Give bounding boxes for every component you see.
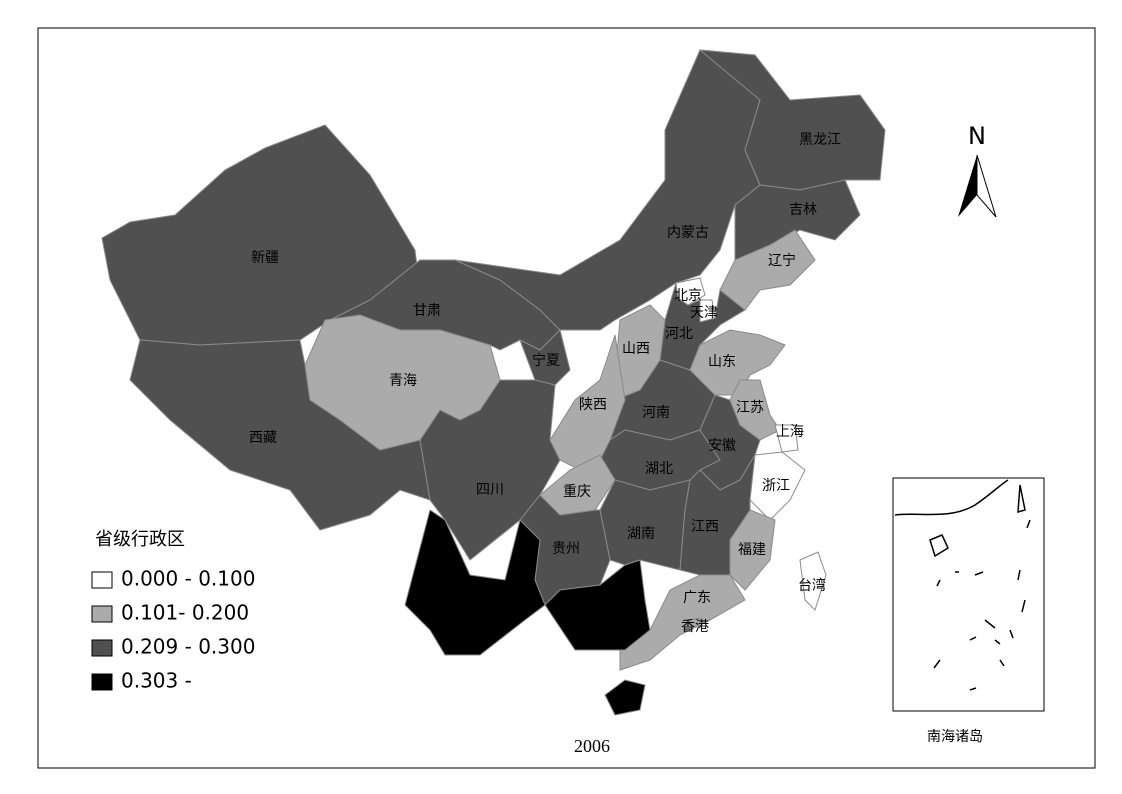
province xyxy=(719,229,816,311)
province xyxy=(699,299,716,323)
province xyxy=(549,334,626,471)
year-label: 2006 xyxy=(574,736,610,756)
province xyxy=(604,679,646,716)
legend-label: 0.303 - xyxy=(121,669,192,693)
province-label: 浙江 xyxy=(762,478,790,494)
arrow-right xyxy=(976,154,997,218)
province-label: 宁夏 xyxy=(532,352,560,369)
province xyxy=(675,277,706,306)
province-label: 天津 xyxy=(690,305,718,321)
province-label: 内蒙古 xyxy=(667,225,709,241)
province-label: 安徽 xyxy=(708,438,736,454)
province-label: 黑龙江 xyxy=(799,132,841,148)
province-label: 重庆 xyxy=(563,484,591,500)
province-label: 江苏 xyxy=(736,400,764,416)
legend-label: 0.101- 0.200 xyxy=(121,601,249,625)
arrow-left xyxy=(958,155,977,217)
province-label: 陕西 xyxy=(579,397,607,413)
province-label: 福建 xyxy=(738,542,766,558)
legend-label: 0.000 - 0.100 xyxy=(121,567,255,591)
province-label: 辽宁 xyxy=(768,252,796,269)
legend-title: 省级行政区 xyxy=(95,529,185,550)
province-label: 湖北 xyxy=(645,461,673,477)
north-arrow: N xyxy=(958,122,997,218)
province xyxy=(619,574,746,671)
province xyxy=(749,451,806,521)
province xyxy=(734,179,861,261)
province-label: 湖南 xyxy=(627,526,655,542)
province xyxy=(304,314,501,451)
inset-label: 南海诸岛 xyxy=(927,729,983,745)
legend: 省级行政区 0.000 - 0.100 0.101- 0.200 0.209 - 0… xyxy=(91,529,255,693)
province-label: 山西 xyxy=(622,341,650,357)
legend-swatch xyxy=(91,673,113,691)
province-label: 吉林 xyxy=(789,202,817,218)
province-label: 青海 xyxy=(389,373,417,389)
province-label: 上海 xyxy=(776,424,804,440)
province xyxy=(689,329,786,396)
province xyxy=(729,379,781,441)
province-label: 河南 xyxy=(642,405,670,421)
inset-islands xyxy=(894,479,1031,691)
province-label: 香港 xyxy=(681,619,709,635)
province-label: 甘肃 xyxy=(413,303,441,319)
province xyxy=(539,454,616,516)
legend-label: 0.209 - 0.300 xyxy=(121,635,255,659)
province xyxy=(698,49,886,191)
inset-frame xyxy=(892,477,1045,712)
province xyxy=(799,551,827,611)
province xyxy=(689,617,703,628)
legend-swatch xyxy=(91,639,113,657)
province xyxy=(544,559,651,651)
legend-swatch xyxy=(91,571,113,589)
province xyxy=(599,479,691,571)
province-label: 四川 xyxy=(476,482,504,498)
inset: 南海诸岛 xyxy=(892,477,1045,745)
frame xyxy=(37,27,1096,769)
province-label: 北京 xyxy=(674,288,702,304)
province-label: 新疆 xyxy=(251,250,279,266)
north-label: N xyxy=(968,122,986,150)
province xyxy=(404,509,546,656)
province-label: 河北 xyxy=(665,326,693,342)
regions xyxy=(101,49,886,716)
province-label: 台湾 xyxy=(798,577,826,594)
province-label: 贵州 xyxy=(552,541,580,557)
province-label: 江西 xyxy=(691,519,719,535)
province xyxy=(774,424,799,453)
province-label: 山东 xyxy=(708,354,736,370)
legend-swatch xyxy=(91,605,113,623)
province-label: 西藏 xyxy=(249,430,277,446)
province-label: 广东 xyxy=(683,590,711,606)
